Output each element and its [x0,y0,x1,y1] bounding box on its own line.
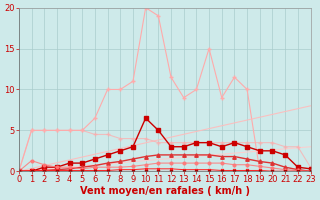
X-axis label: Vent moyen/en rafales ( km/h ): Vent moyen/en rafales ( km/h ) [80,186,250,196]
